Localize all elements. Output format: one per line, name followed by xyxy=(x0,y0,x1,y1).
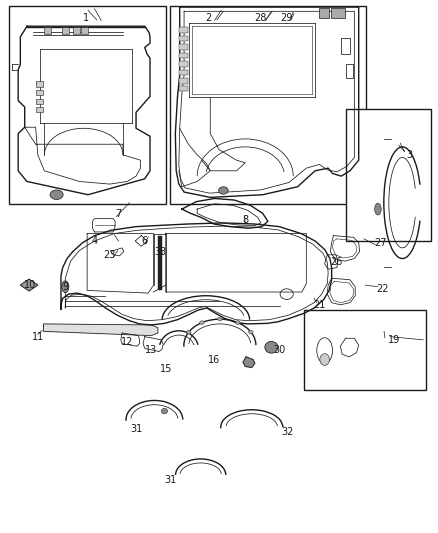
Bar xyxy=(44,27,51,34)
Text: 2: 2 xyxy=(205,13,211,23)
Text: 26: 26 xyxy=(331,257,343,267)
Text: 21: 21 xyxy=(313,300,325,310)
Ellipse shape xyxy=(161,408,167,414)
Bar xyxy=(35,99,43,104)
Text: 33: 33 xyxy=(154,247,166,256)
Text: 31: 31 xyxy=(164,475,176,485)
Ellipse shape xyxy=(320,354,329,366)
Bar xyxy=(331,8,345,18)
Bar xyxy=(179,61,187,67)
Text: 27: 27 xyxy=(374,238,387,247)
Bar xyxy=(158,236,162,290)
Bar xyxy=(346,109,431,241)
Text: 1: 1 xyxy=(83,13,89,23)
Bar xyxy=(179,53,187,58)
Ellipse shape xyxy=(187,330,191,334)
Bar xyxy=(304,310,426,390)
Bar xyxy=(179,36,187,41)
Ellipse shape xyxy=(249,330,253,334)
Text: 7: 7 xyxy=(116,209,122,220)
Bar xyxy=(81,27,88,34)
Text: 19: 19 xyxy=(388,335,400,345)
Ellipse shape xyxy=(236,321,240,325)
Text: 16: 16 xyxy=(208,354,220,365)
Bar xyxy=(62,27,69,34)
Bar xyxy=(10,6,166,204)
Text: 29: 29 xyxy=(280,13,293,23)
Ellipse shape xyxy=(265,342,278,353)
Bar xyxy=(179,78,187,84)
Text: 8: 8 xyxy=(242,215,248,225)
Text: 15: 15 xyxy=(159,364,172,374)
Text: 32: 32 xyxy=(282,427,294,438)
Bar xyxy=(35,90,43,95)
Bar xyxy=(179,27,187,33)
Text: 4: 4 xyxy=(92,236,98,246)
Text: 13: 13 xyxy=(145,345,157,356)
Text: 23: 23 xyxy=(104,250,116,260)
Ellipse shape xyxy=(62,281,69,293)
Bar xyxy=(35,107,43,112)
Text: 31: 31 xyxy=(130,424,142,434)
Ellipse shape xyxy=(219,187,228,194)
Bar xyxy=(73,27,80,34)
Text: 12: 12 xyxy=(121,337,134,347)
Ellipse shape xyxy=(374,203,381,215)
Text: 3: 3 xyxy=(406,150,412,160)
Ellipse shape xyxy=(218,317,222,321)
Bar xyxy=(346,64,353,78)
Text: 30: 30 xyxy=(273,345,286,356)
Text: 11: 11 xyxy=(32,332,44,342)
Bar xyxy=(318,8,329,18)
Bar xyxy=(179,44,187,50)
Polygon shape xyxy=(243,357,255,368)
Bar xyxy=(341,38,350,54)
Bar xyxy=(179,86,187,91)
Polygon shape xyxy=(43,324,158,336)
Text: 6: 6 xyxy=(142,236,148,246)
Text: 22: 22 xyxy=(377,284,389,294)
Text: 28: 28 xyxy=(254,13,267,23)
Polygon shape xyxy=(20,279,38,291)
Bar xyxy=(170,6,366,204)
Bar xyxy=(35,82,43,87)
Ellipse shape xyxy=(50,190,63,199)
Bar xyxy=(179,70,187,75)
Ellipse shape xyxy=(200,321,204,325)
Text: 10: 10 xyxy=(24,280,36,290)
Text: 9: 9 xyxy=(62,282,68,292)
